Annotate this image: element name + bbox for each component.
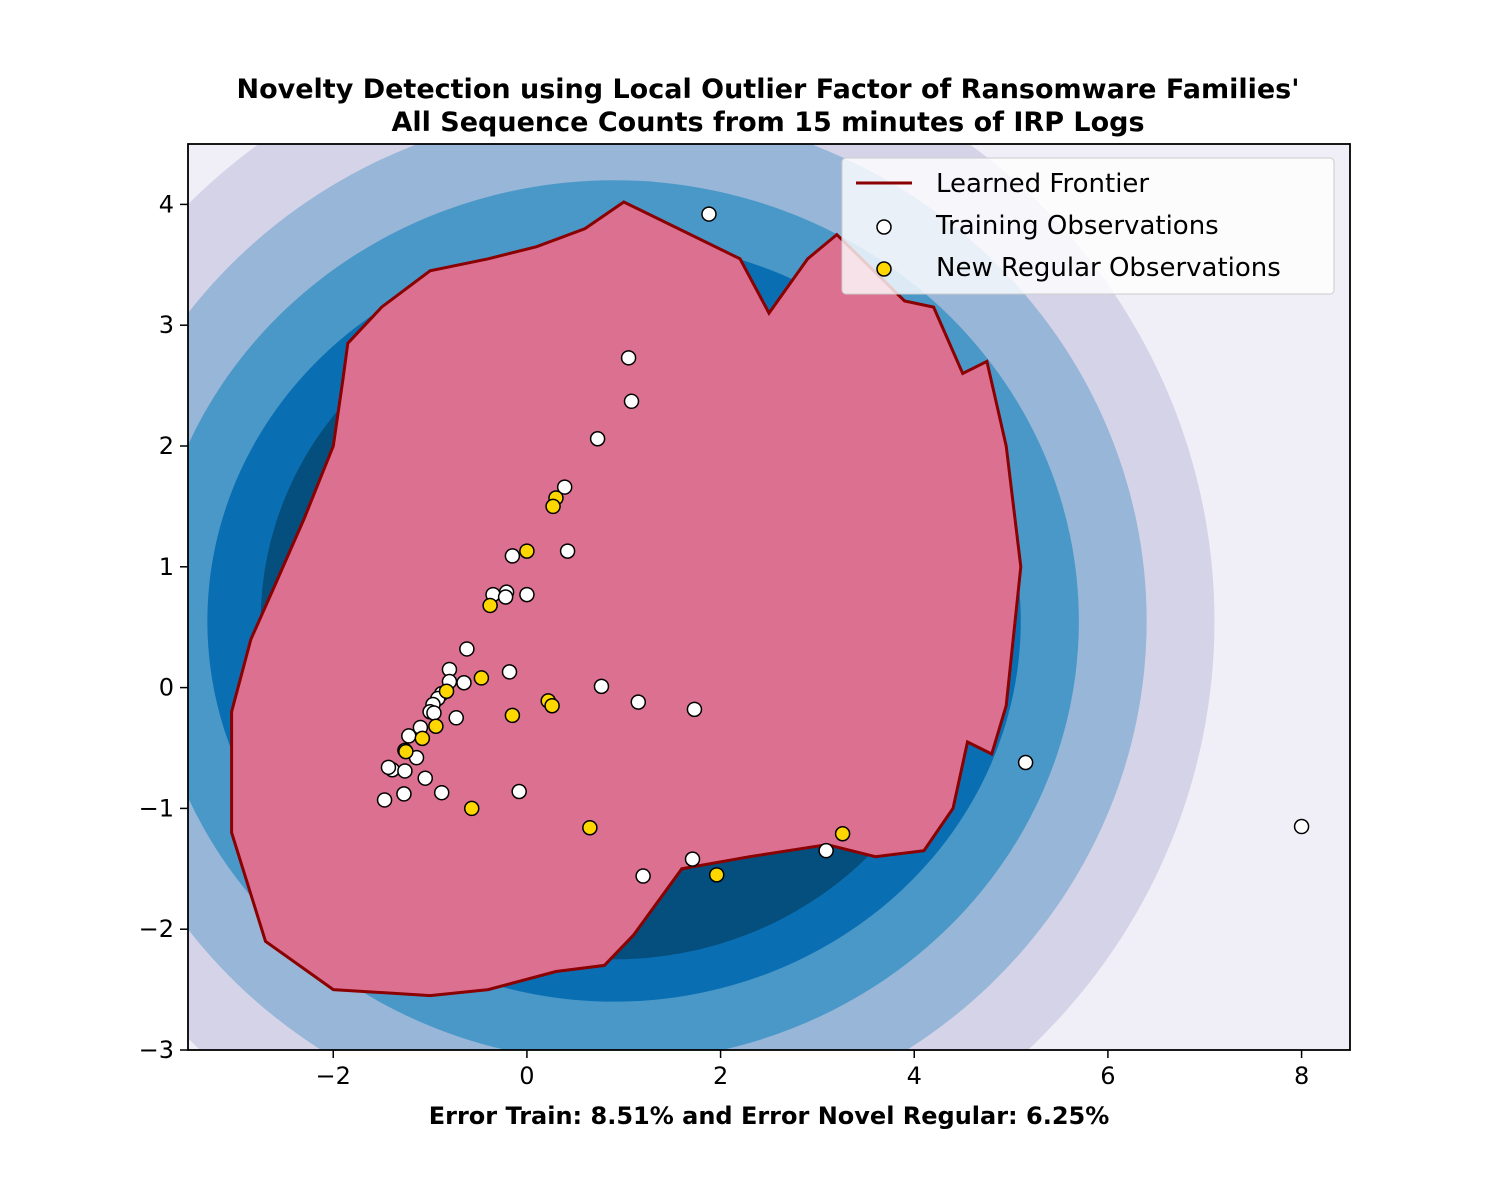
training-point: [504, 548, 521, 564]
x-axis-label: Error Train: 8.51% and Error Novel Regul…: [429, 1102, 1110, 1130]
training-point: [620, 350, 637, 366]
training-point: [684, 851, 701, 867]
new-regular-point: [473, 670, 490, 686]
training-point: [417, 770, 433, 786]
training-point: [459, 641, 475, 657]
new-regular-point: [482, 597, 498, 614]
new-regular-point: [519, 543, 535, 559]
legend-label-learned-frontier: Learned Frontier: [936, 169, 1149, 199]
new-regular-point: [545, 498, 561, 515]
training-point: [635, 868, 651, 884]
training-point: [686, 701, 703, 718]
training-point: [456, 675, 472, 691]
training-point: [433, 784, 450, 801]
training-point: [497, 589, 514, 605]
y-tick-label: 3: [159, 311, 174, 339]
training-point: [396, 786, 412, 802]
legend: Learned Frontier Training Observations N…: [841, 157, 1335, 295]
legend-training-swatch: [876, 219, 892, 235]
training-point: [448, 710, 464, 726]
new-regular-point: [582, 819, 598, 836]
new-regular-point: [463, 800, 480, 817]
training-point: [380, 759, 397, 776]
y-tick-label: −1: [139, 794, 174, 822]
x-tick-label: 4: [907, 1062, 922, 1090]
inlier-region: [231, 202, 1021, 996]
training-point: [1293, 818, 1310, 835]
y-tick-label: 0: [159, 674, 174, 702]
legend-label-training-observations: Training Observations: [935, 211, 1219, 241]
y-tick-label: 2: [159, 432, 174, 460]
x-tick-label: 2: [713, 1062, 728, 1090]
plot-frame: [187, 143, 1351, 1051]
y-axis: −3 −2 −1 0 1 2 3 4: [139, 190, 188, 1064]
y-tick-label: 1: [159, 553, 174, 581]
chart-title-line-1: Novelty Detection using Local Outlier Fa…: [236, 74, 1299, 105]
legend-box: [841, 157, 1335, 295]
new-regular-observations-series: [398, 490, 851, 883]
training-point: [623, 393, 640, 410]
y-tick-label: 4: [159, 190, 174, 218]
training-point: [426, 705, 442, 721]
new-regular-point: [414, 730, 431, 747]
x-tick-label: 8: [1294, 1062, 1309, 1090]
new-regular-point: [428, 718, 444, 735]
new-regular-point: [544, 697, 560, 714]
x-tick-label: −2: [316, 1062, 351, 1090]
training-point: [376, 792, 393, 808]
legend-label-new-regular-observations: New Regular Observations: [936, 253, 1281, 283]
training-point: [556, 479, 573, 495]
plot-area: [188, 144, 1350, 1050]
y-tick-label: −2: [139, 915, 174, 943]
training-point: [593, 678, 610, 695]
training-point: [701, 206, 717, 222]
training-observations-series: [376, 206, 1310, 884]
chart-title-line-2: All Sequence Counts from 15 minutes of I…: [391, 107, 1144, 138]
legend-new-regular-swatch: [876, 261, 892, 277]
training-point: [559, 543, 576, 559]
x-tick-label: 6: [1100, 1062, 1115, 1090]
new-regular-point: [834, 826, 851, 842]
training-point: [511, 783, 527, 800]
training-point: [401, 728, 417, 744]
training-point: [1017, 754, 1034, 771]
training-point: [501, 664, 518, 680]
learned-frontier-line: [230, 200, 1023, 998]
training-point: [630, 694, 647, 710]
new-regular-point: [438, 683, 455, 699]
training-point: [397, 763, 413, 779]
new-regular-point: [398, 743, 414, 760]
training-point: [589, 431, 606, 447]
x-tick-label: 0: [519, 1062, 534, 1090]
new-regular-point: [708, 867, 725, 883]
training-point: [519, 586, 535, 603]
new-regular-point: [504, 707, 521, 724]
x-axis: −2 0 2 4 6 8: [316, 1050, 1309, 1090]
y-tick-label: −3: [139, 1036, 174, 1064]
training-point: [818, 842, 834, 859]
